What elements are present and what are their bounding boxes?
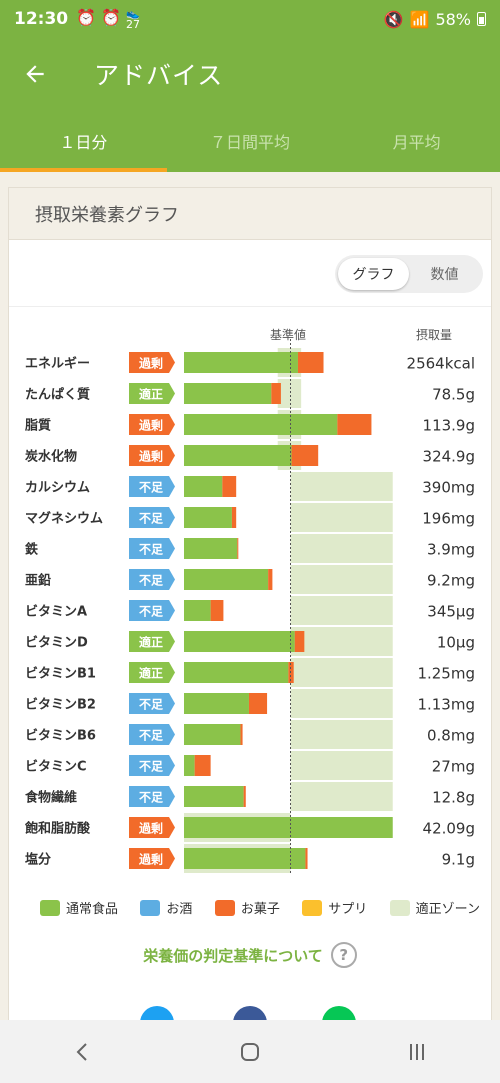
legend-label: 適正ゾーン xyxy=(415,902,480,917)
intake-column-label: 摂取量 xyxy=(416,328,453,342)
criteria-link[interactable]: 栄養価の判定基準について ? xyxy=(0,942,500,968)
system-nav-bar xyxy=(0,1020,500,1083)
alarm-icon: ⏰ xyxy=(76,8,97,27)
nutrient-graph-card: 摂取栄養素グラフ グラフ 数値 xyxy=(8,187,492,1083)
step-badge: 27 xyxy=(125,18,140,31)
alarm-icon: ⏰ xyxy=(101,8,121,27)
app-bar: アドバイス xyxy=(0,38,500,110)
legend-item: 適正ゾーン xyxy=(389,898,480,917)
legend-label: サプリ xyxy=(328,902,368,917)
mute-icon: 🔇 xyxy=(383,9,404,29)
status-time: 12:30 xyxy=(14,9,69,29)
legend-swatch-snacks xyxy=(214,899,235,916)
legend-item: サプリ xyxy=(302,898,367,917)
legend-item: お酒 xyxy=(140,898,192,917)
tab-monthly-average[interactable]: 月平均 xyxy=(392,133,441,152)
wifi-icon: 📶 xyxy=(409,9,430,29)
legend-swatch-supplements xyxy=(302,899,323,916)
legend-item: 通常食品 xyxy=(40,898,118,917)
battery-text: 58% xyxy=(435,9,471,29)
card-title: 摂取栄養素グラフ xyxy=(9,188,491,240)
battery-icon xyxy=(477,12,486,26)
legend-label: お菓子 xyxy=(240,902,280,917)
period-tabs: １日分 ７日間平均 月平均 xyxy=(0,110,500,172)
tab-one-day[interactable]: １日分 xyxy=(0,110,167,172)
status-right: 🔇 📶 58% xyxy=(384,10,486,29)
reference-column-label: 基準値 xyxy=(270,328,307,342)
toggle-graph[interactable]: グラフ xyxy=(338,258,409,290)
arrow-left-icon xyxy=(26,65,44,83)
step-counter-icon: 👟 27 xyxy=(125,7,140,31)
facebook-icon[interactable] xyxy=(233,1006,267,1022)
page-title: アドバイス xyxy=(94,61,224,90)
legend-swatch-alcohol xyxy=(140,899,161,916)
back-nav-icon[interactable] xyxy=(43,1027,123,1077)
line-icon[interactable] xyxy=(322,1006,356,1022)
tab-seven-day-average[interactable]: ７日間平均 xyxy=(210,133,291,152)
legend-item: お菓子 xyxy=(214,898,280,917)
share-row xyxy=(0,1004,500,1022)
status-left-icons: ⏰ ⏰ 👟 27 xyxy=(76,8,140,30)
twitter-icon[interactable] xyxy=(140,1006,174,1022)
legend-label: 通常食品 xyxy=(66,902,119,917)
chart-legend: 通常食品 お酒 お菓子 サプリ 適正ゾーン xyxy=(40,898,480,917)
criteria-link-text: 栄養価の判定基準について xyxy=(143,946,323,965)
legend-swatch-regular-food xyxy=(40,899,60,916)
legend-swatch-appropriate-zone xyxy=(389,899,410,916)
home-nav-icon[interactable] xyxy=(210,1027,290,1077)
view-toggle: グラフ 数値 xyxy=(335,255,483,293)
legend-label: お酒 xyxy=(166,902,193,917)
help-icon[interactable]: ? xyxy=(330,942,357,968)
divider xyxy=(9,306,491,307)
status-bar: 12:30 ⏰ ⏰ 👟 27 🔇 📶 58% xyxy=(0,0,500,38)
recents-nav-icon[interactable] xyxy=(377,1027,457,1077)
back-button[interactable] xyxy=(0,38,70,110)
toggle-numeric[interactable]: 数値 xyxy=(430,267,459,283)
